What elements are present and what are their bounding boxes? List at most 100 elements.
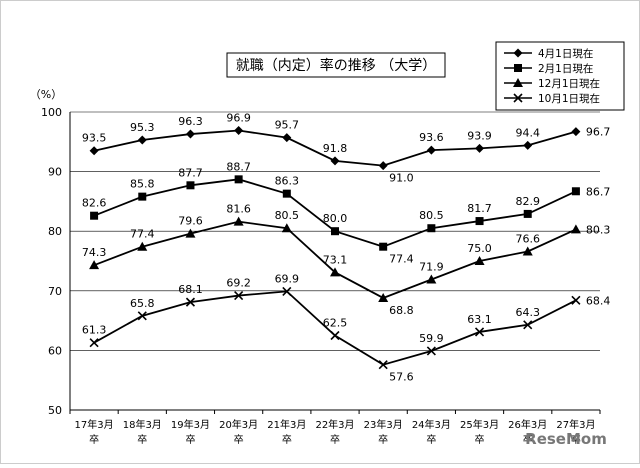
y-tick-label: 80: [48, 225, 62, 238]
data-label: 73.1: [323, 253, 348, 266]
data-label: 59.9: [419, 332, 444, 345]
legend-label: 10月1日現在: [538, 93, 600, 105]
x-tick-label: 卒: [330, 433, 340, 446]
data-label: 86.7: [586, 185, 611, 198]
y-axis: 50 60 70 80 90 100: [41, 106, 71, 417]
data-label: 87.7: [178, 166, 203, 179]
data-label: 76.6: [515, 232, 540, 245]
x-tick-label: 25年3月: [460, 418, 499, 431]
y-tick-label: 100: [41, 106, 62, 119]
x-marker: [282, 286, 292, 296]
data-label: 80.5: [419, 209, 444, 222]
data-label: 94.4: [515, 126, 540, 139]
data-label: 82.6: [82, 197, 107, 210]
chart-title-box: [226, 52, 446, 78]
data-label: 95.3: [130, 121, 155, 134]
x-marker-stroke: [137, 311, 147, 321]
diamond-marker: [89, 146, 99, 156]
triangle-marker: [137, 241, 148, 251]
x-tick-label: 卒: [378, 433, 388, 446]
triangle-marker: [89, 260, 100, 270]
diamond-marker: [330, 156, 340, 166]
x-marker: [474, 327, 485, 337]
x-marker-stroke: [523, 320, 533, 330]
square-marker: [138, 192, 147, 201]
data-label: 88.7: [226, 160, 251, 173]
x-tick-label: 21年3月: [267, 418, 306, 431]
x-marker: [137, 311, 147, 321]
x-marker-stroke: [89, 338, 99, 348]
diamond-marker: [185, 129, 195, 139]
y-tick-label: 50: [48, 404, 62, 417]
y-tick-label: 90: [48, 166, 62, 179]
triangle-marker: [522, 246, 533, 256]
diamond-marker: [571, 127, 581, 137]
x-tick-label: 卒: [475, 433, 485, 446]
square-marker: [571, 187, 580, 196]
data-label: 64.3: [515, 306, 540, 319]
diamond-marker: [475, 143, 485, 153]
data-label: 96.3: [178, 115, 203, 128]
square-marker: [379, 242, 388, 251]
data-label: 68.4: [586, 294, 611, 307]
square-marker: [282, 189, 291, 198]
diamond-marker: [234, 125, 244, 135]
data-label: 81.7: [467, 202, 492, 215]
x-tick-label: 卒: [234, 433, 244, 446]
x-marker: [185, 297, 196, 307]
diamond-marker: [513, 48, 523, 58]
x-marker: [513, 93, 523, 103]
triangle-marker: [513, 78, 523, 87]
data-label: 68.1: [178, 283, 203, 296]
watermark: ReseMom: [525, 430, 607, 448]
y-tick-label: 60: [48, 344, 62, 357]
data-label: 68.8: [389, 304, 414, 317]
diamond-marker: [426, 145, 436, 155]
x-marker: [378, 360, 388, 370]
square-marker: [523, 209, 532, 218]
square-marker: [475, 217, 484, 226]
x-tick-label: 卒: [185, 433, 195, 446]
data-label: 75.0: [467, 242, 492, 255]
chart-title-group: 就職（内定）率の推移 （大学）: [226, 52, 446, 78]
diamond-marker: [378, 161, 388, 171]
diamond-marker: [137, 135, 147, 145]
triangle-marker: [233, 216, 244, 226]
data-label: 74.3: [82, 246, 107, 259]
x-marker-stroke: [426, 346, 436, 356]
data-label: 79.6: [178, 215, 203, 228]
x-marker: [330, 330, 340, 341]
triangle-marker: [378, 292, 389, 302]
data-label: 82.9: [515, 195, 540, 208]
x-marker-stroke: [474, 327, 485, 337]
x-tick-label: 卒: [137, 433, 147, 446]
x-marker-stroke: [185, 297, 196, 307]
x-marker: [234, 291, 244, 301]
triangle-marker: [185, 228, 196, 238]
data-label: 71.9: [419, 260, 444, 273]
x-tick-label: 卒: [89, 433, 99, 446]
data-label: 86.3: [275, 175, 300, 188]
x-tick-label: 17年3月: [75, 418, 114, 431]
data-label: 77.4: [389, 253, 414, 266]
data-label: 80.3: [586, 223, 611, 236]
data-label: 95.7: [275, 119, 300, 132]
data-label: 93.6: [419, 131, 444, 144]
x-tick-label: 27年3月: [556, 418, 595, 431]
data-label: 96.9: [226, 111, 251, 124]
x-tick-label: 卒: [426, 433, 436, 446]
data-label: 61.3: [82, 324, 107, 337]
triangle-marker: [474, 256, 485, 265]
data-label: 62.5: [323, 317, 348, 330]
legend-label: 2月1日現在: [538, 63, 593, 75]
data-label: 77.4: [130, 228, 155, 241]
chart-title: 就職（内定）率の推移 （大学）: [236, 57, 436, 74]
square-marker: [331, 227, 339, 236]
series-layer: [89, 125, 581, 370]
square-marker: [234, 175, 243, 184]
x-tick-label: 卒: [282, 433, 292, 446]
y-tick-label: 70: [48, 285, 62, 298]
